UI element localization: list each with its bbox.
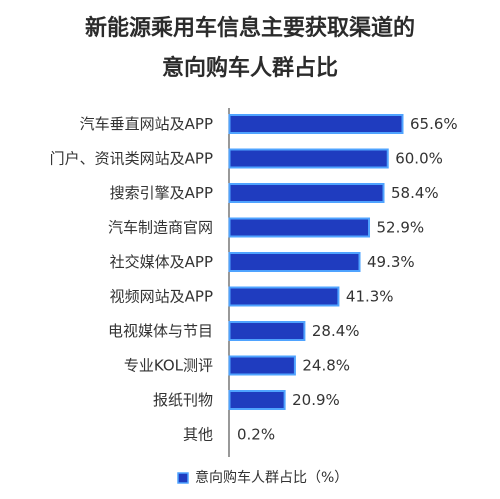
category-label: 其他 (183, 426, 213, 444)
value-label: 58.4% (391, 184, 439, 202)
category-label: 视频网站及APP (110, 288, 213, 306)
category-label: 汽车垂直网站及APP (80, 115, 213, 133)
value-label: 28.4% (312, 322, 360, 340)
legend-label: 意向购车人群占比（%） (195, 469, 348, 486)
bar (228, 321, 306, 341)
bar (228, 286, 340, 307)
value-label: 65.6% (410, 115, 458, 133)
value-label: 60.0% (395, 150, 443, 168)
category-label: 专业KOL测评 (124, 357, 213, 375)
bar (228, 390, 286, 410)
category-label: 社交媒体及APP (110, 253, 213, 271)
value-label: 24.8% (302, 357, 350, 375)
category-label: 搜索引擎及APP (110, 184, 213, 202)
legend-swatch (177, 472, 189, 484)
bar (228, 217, 371, 238)
bar (228, 183, 385, 203)
chart-subtitle: 意向购车人群占比 (161, 56, 338, 81)
category-label: 汽车制造商官网 (108, 219, 213, 237)
value-label: 41.3% (346, 288, 394, 306)
category-label: 电视媒体与节目 (108, 322, 213, 340)
bar (228, 114, 404, 134)
bar (228, 148, 389, 169)
bar (228, 355, 296, 376)
bar (228, 252, 361, 272)
category-label: 报纸刊物 (153, 391, 213, 409)
value-label: 20.9% (292, 391, 340, 409)
value-label: 52.9% (377, 219, 425, 237)
value-label: 49.3% (367, 253, 415, 271)
category-label: 门户、资讯类网站及APP (50, 150, 213, 168)
value-label: 0.2% (237, 426, 275, 444)
chart-title: 新能源乘用车信息主要获取渠道的 (84, 16, 415, 41)
